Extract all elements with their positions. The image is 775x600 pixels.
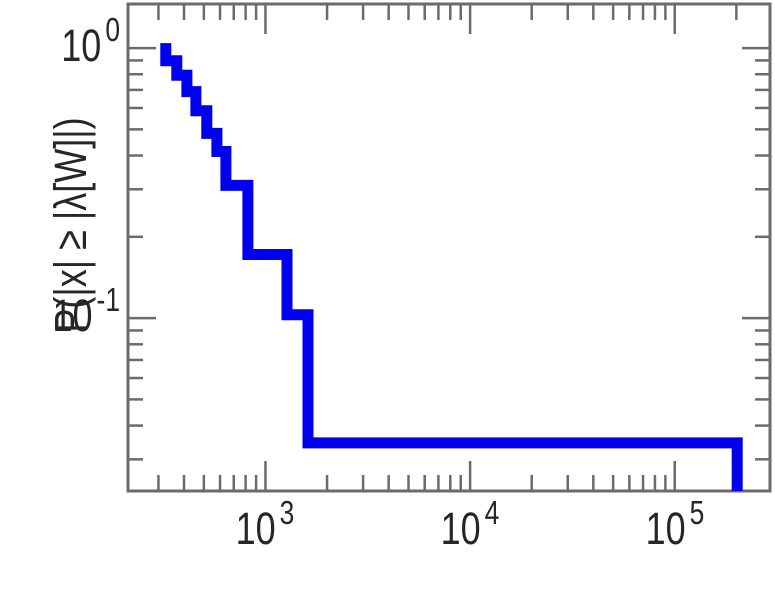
x-axis-title-text: Absolute eigenvalues (| λ[W]|) xyxy=(245,595,732,600)
x-tick-label-10e3: 10 3 xyxy=(201,496,329,554)
tick-label-base: 10 xyxy=(236,503,277,554)
y-tick-label-10e0: 10 0 xyxy=(0,13,120,72)
tick-label-base: 10 xyxy=(61,20,102,72)
tick-label-exponent: 4 xyxy=(484,494,500,531)
y-tick-label-10e-1: 10 -1 xyxy=(0,283,120,342)
tick-label-exponent: -1 xyxy=(96,281,120,319)
x-axis-title: Absolute eigenvalues (| λ[W]|) xyxy=(207,552,732,600)
x-tick-label-10e5: 10 5 xyxy=(611,496,739,554)
tick-label-exponent: 3 xyxy=(280,494,295,531)
y-axis-title: P(|x| ≥ |λ[W]|) xyxy=(2,85,96,405)
tick-label-exponent: 5 xyxy=(689,494,705,531)
ccdf-curve xyxy=(160,43,743,491)
plot-frame xyxy=(126,2,772,493)
tick-label-base: 10 xyxy=(52,290,93,342)
x-tick-label-10e4: 10 4 xyxy=(406,496,534,554)
tick-label-exponent: 0 xyxy=(105,11,120,49)
tick-label-base: 10 xyxy=(645,503,686,554)
tick-marks xyxy=(128,4,770,491)
tick-label-base: 10 xyxy=(440,503,481,554)
